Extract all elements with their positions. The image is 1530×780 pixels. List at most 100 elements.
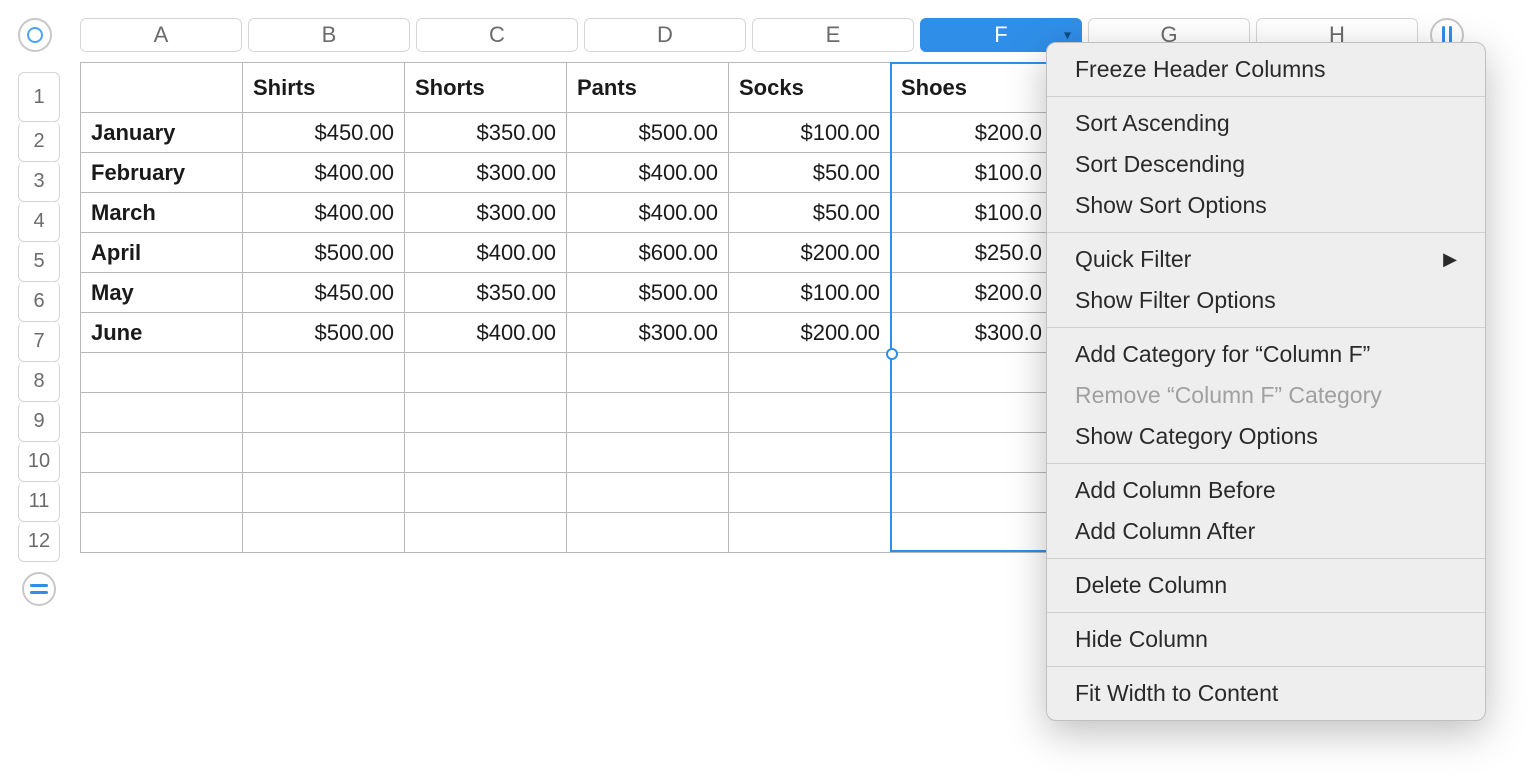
data-cell[interactable] [405, 513, 567, 553]
data-cell[interactable] [243, 513, 405, 553]
data-cell[interactable]: $300.0 [891, 313, 1053, 353]
menu-item[interactable]: Show Category Options [1047, 416, 1485, 457]
data-cell[interactable] [567, 513, 729, 553]
corner-cell[interactable] [81, 63, 243, 113]
data-cell[interactable]: $50.00 [729, 193, 891, 233]
row-header-12[interactable]: 12 [18, 522, 60, 562]
menu-item[interactable]: Freeze Header Columns [1047, 49, 1485, 90]
data-cell[interactable]: $500.00 [567, 273, 729, 313]
menu-item[interactable]: Sort Ascending [1047, 103, 1485, 144]
data-cell[interactable] [729, 433, 891, 473]
data-cell[interactable]: $350.00 [405, 113, 567, 153]
data-cell[interactable] [729, 473, 891, 513]
menu-item[interactable]: Fit Width to Content [1047, 673, 1485, 714]
data-cell[interactable] [567, 433, 729, 473]
data-cell[interactable]: $300.00 [405, 193, 567, 233]
data-cell[interactable] [405, 433, 567, 473]
row-header-5[interactable]: 5 [18, 242, 60, 282]
data-cell[interactable] [405, 473, 567, 513]
data-cell[interactable] [405, 393, 567, 433]
row-label-cell[interactable]: March [81, 193, 243, 233]
data-cell[interactable] [405, 353, 567, 393]
data-cell[interactable] [891, 393, 1053, 433]
data-cell[interactable]: $200.0 [891, 273, 1053, 313]
data-cell[interactable]: $50.00 [729, 153, 891, 193]
column-header-c[interactable]: C [416, 18, 578, 52]
data-cell[interactable]: $400.00 [567, 193, 729, 233]
menu-item[interactable]: Sort Descending [1047, 144, 1485, 185]
data-cell[interactable]: $400.00 [405, 313, 567, 353]
data-cell[interactable]: $500.00 [243, 313, 405, 353]
data-cell[interactable]: $250.0 [891, 233, 1053, 273]
data-cell[interactable] [891, 353, 1053, 393]
data-cell[interactable]: $350.00 [405, 273, 567, 313]
row-label-cell[interactable]: January [81, 113, 243, 153]
data-cell[interactable]: $400.00 [243, 153, 405, 193]
data-cell[interactable]: $500.00 [567, 113, 729, 153]
data-cell[interactable] [243, 473, 405, 513]
row-header-10[interactable]: 10 [18, 442, 60, 482]
column-header-b[interactable]: B [248, 18, 410, 52]
data-cell[interactable]: $200.00 [729, 233, 891, 273]
add-row-handle[interactable] [22, 572, 56, 606]
data-cell[interactable]: $100.0 [891, 153, 1053, 193]
data-cell[interactable] [891, 513, 1053, 553]
data-cell[interactable]: $100.00 [729, 113, 891, 153]
menu-item[interactable]: Add Category for “Column F” [1047, 334, 1485, 375]
row-header-6[interactable]: 6 [18, 282, 60, 322]
column-title-cell[interactable]: Shoes [891, 63, 1053, 113]
data-cell[interactable]: $300.00 [567, 313, 729, 353]
row-header-3[interactable]: 3 [18, 162, 60, 202]
row-label-cell[interactable] [81, 513, 243, 553]
data-cell[interactable]: $600.00 [567, 233, 729, 273]
data-cell[interactable] [729, 393, 891, 433]
row-header-1[interactable]: 1 [18, 72, 60, 122]
data-cell[interactable]: $200.00 [729, 313, 891, 353]
menu-item[interactable]: Add Column Before [1047, 470, 1485, 511]
row-header-9[interactable]: 9 [18, 402, 60, 442]
data-cell[interactable]: $200.0 [891, 113, 1053, 153]
column-header-d[interactable]: D [584, 18, 746, 52]
data-cell[interactable]: $400.00 [405, 233, 567, 273]
menu-item[interactable]: Quick Filter▶ [1047, 239, 1485, 280]
menu-item[interactable]: Hide Column [1047, 619, 1485, 660]
data-cell[interactable] [243, 433, 405, 473]
data-cell[interactable]: $450.00 [243, 273, 405, 313]
data-cell[interactable] [567, 393, 729, 433]
data-cell[interactable] [729, 353, 891, 393]
menu-item[interactable]: Add Column After [1047, 511, 1485, 552]
column-title-cell[interactable]: Socks [729, 63, 891, 113]
menu-item[interactable]: Delete Column [1047, 565, 1485, 606]
row-label-cell[interactable] [81, 353, 243, 393]
select-all-handle[interactable] [18, 18, 52, 52]
data-cell[interactable]: $300.00 [405, 153, 567, 193]
column-header-e[interactable]: E [752, 18, 914, 52]
data-cell[interactable] [243, 393, 405, 433]
row-label-cell[interactable]: April [81, 233, 243, 273]
column-title-cell[interactable]: Pants [567, 63, 729, 113]
menu-item[interactable]: Show Filter Options [1047, 280, 1485, 321]
row-label-cell[interactable]: May [81, 273, 243, 313]
row-label-cell[interactable] [81, 473, 243, 513]
menu-item[interactable]: Show Sort Options [1047, 185, 1485, 226]
row-header-4[interactable]: 4 [18, 202, 60, 242]
data-cell[interactable]: $450.00 [243, 113, 405, 153]
data-cell[interactable]: $500.00 [243, 233, 405, 273]
data-cell[interactable] [729, 513, 891, 553]
chevron-down-icon[interactable]: ▾ [1064, 27, 1071, 44]
row-header-2[interactable]: 2 [18, 122, 60, 162]
data-cell[interactable] [891, 433, 1053, 473]
row-label-cell[interactable]: February [81, 153, 243, 193]
data-cell[interactable] [567, 473, 729, 513]
data-cell[interactable] [891, 473, 1053, 513]
data-cell[interactable] [567, 353, 729, 393]
row-label-cell[interactable] [81, 433, 243, 473]
row-header-11[interactable]: 11 [18, 482, 60, 522]
column-title-cell[interactable]: Shorts [405, 63, 567, 113]
data-cell[interactable]: $400.00 [243, 193, 405, 233]
row-header-7[interactable]: 7 [18, 322, 60, 362]
data-cell[interactable]: $100.00 [729, 273, 891, 313]
row-header-8[interactable]: 8 [18, 362, 60, 402]
column-header-a[interactable]: A [80, 18, 242, 52]
row-label-cell[interactable]: June [81, 313, 243, 353]
